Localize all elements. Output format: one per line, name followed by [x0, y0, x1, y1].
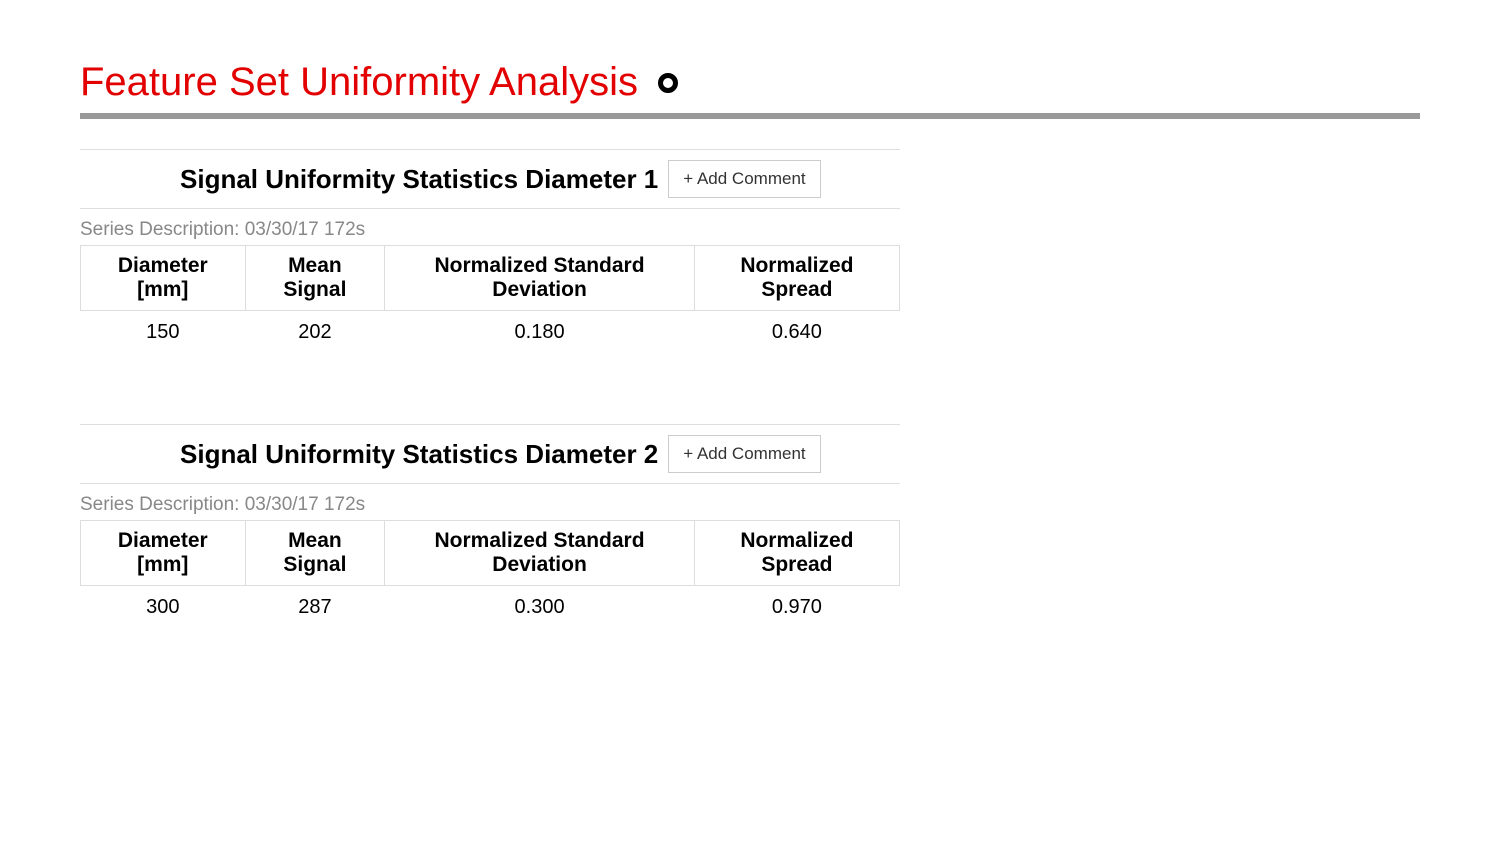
stats-table-2: Diameter [mm] Mean Signal Normalized Sta…	[80, 521, 900, 629]
add-comment-button[interactable]: + Add Comment	[668, 435, 820, 473]
col-diameter: Diameter [mm]	[81, 246, 246, 311]
add-comment-button[interactable]: + Add Comment	[668, 160, 820, 198]
cell-mean-signal: 287	[245, 586, 385, 630]
cell-norm-spread: 0.970	[694, 586, 899, 630]
title-divider	[80, 113, 1420, 119]
section-title: Signal Uniformity Statistics Diameter 2	[180, 439, 658, 470]
table-row: 300 287 0.300 0.970	[81, 586, 900, 630]
col-norm-std: Normalized Standard Deviation	[385, 246, 695, 311]
section-diameter-2: Signal Uniformity Statistics Diameter 2 …	[80, 424, 900, 629]
circle-icon	[658, 73, 678, 93]
col-norm-std: Normalized Standard Deviation	[385, 521, 695, 586]
series-description: Series Description: 03/30/17 172s	[80, 209, 900, 246]
section-title: Signal Uniformity Statistics Diameter 1	[180, 164, 658, 195]
col-mean-signal: Mean Signal	[245, 246, 385, 311]
section-header: Signal Uniformity Statistics Diameter 1 …	[80, 149, 900, 209]
cell-diameter: 300	[81, 586, 246, 630]
cell-mean-signal: 202	[245, 311, 385, 355]
cell-norm-std: 0.300	[385, 586, 695, 630]
series-description: Series Description: 03/30/17 172s	[80, 484, 900, 521]
col-norm-spread: Normalized Spread	[694, 246, 899, 311]
cell-norm-std: 0.180	[385, 311, 695, 355]
section-diameter-1: Signal Uniformity Statistics Diameter 1 …	[80, 149, 900, 354]
col-diameter: Diameter [mm]	[81, 521, 246, 586]
page-header: Feature Set Uniformity Analysis	[80, 60, 1420, 105]
page-title: Feature Set Uniformity Analysis	[80, 60, 638, 105]
col-norm-spread: Normalized Spread	[694, 521, 899, 586]
cell-diameter: 150	[81, 311, 246, 355]
cell-norm-spread: 0.640	[694, 311, 899, 355]
section-header: Signal Uniformity Statistics Diameter 2 …	[80, 424, 900, 484]
table-row: 150 202 0.180 0.640	[81, 311, 900, 355]
col-mean-signal: Mean Signal	[245, 521, 385, 586]
table-header-row: Diameter [mm] Mean Signal Normalized Sta…	[81, 246, 900, 311]
stats-table-1: Diameter [mm] Mean Signal Normalized Sta…	[80, 246, 900, 354]
table-header-row: Diameter [mm] Mean Signal Normalized Sta…	[81, 521, 900, 586]
